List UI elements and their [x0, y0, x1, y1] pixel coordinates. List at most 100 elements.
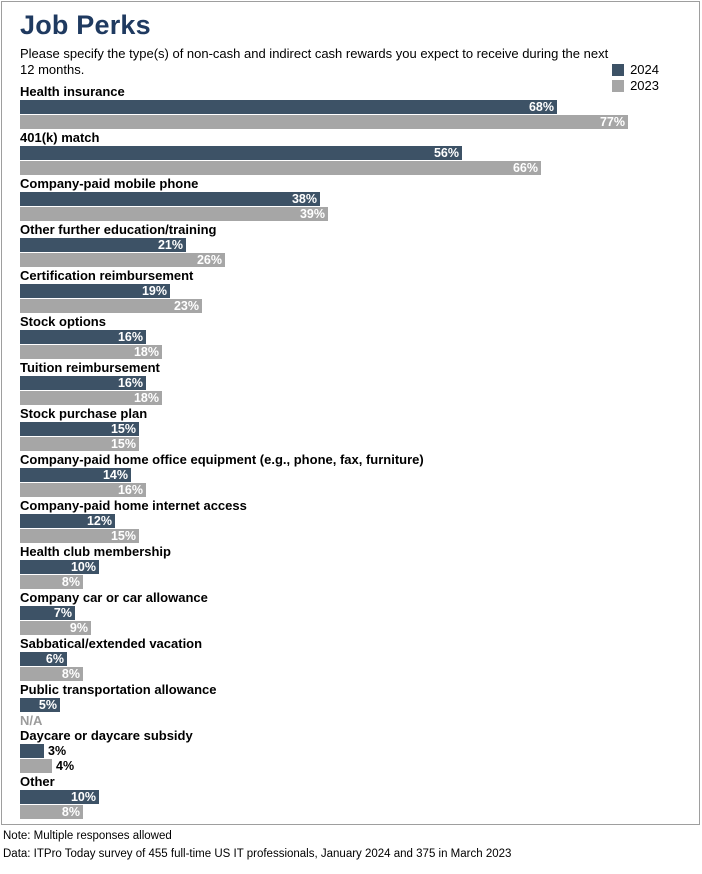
bar-row-2024: 15%: [20, 422, 681, 436]
value-label: 7%: [53, 606, 72, 620]
bar-2024: 6%: [20, 652, 67, 666]
bar-group: Other further education/training 21% 26%: [20, 222, 681, 267]
bar-2024: 7%: [20, 606, 75, 620]
value-label: 8%: [61, 805, 80, 819]
value-label: 19%: [141, 284, 167, 298]
value-label: 10%: [70, 560, 96, 574]
bar-2024: 10%: [20, 560, 99, 574]
bar-group: Company car or car allowance 7% 9%: [20, 590, 681, 635]
bar-2023: [20, 759, 52, 773]
bar-row-2023: 39%: [20, 207, 681, 221]
value-label: 5%: [38, 698, 57, 712]
category-label: Daycare or daycare subsidy: [20, 728, 193, 743]
category-label: Stock purchase plan: [20, 406, 148, 421]
na-label: N/A: [20, 712, 43, 728]
value-label: 3%: [48, 744, 67, 758]
bar-row-2023: 4%: [20, 759, 681, 773]
bar-2023: 8%: [20, 805, 83, 819]
bar-row-2023: 77%: [20, 115, 681, 129]
value-label: 38%: [291, 192, 317, 206]
bar-group: Other 10% 8%: [20, 774, 681, 819]
bar-row-2023: 8%: [20, 575, 681, 589]
bar-row-2023: 18%: [20, 391, 681, 405]
category-label: Tuition reimbursement: [20, 360, 160, 375]
value-label: 9%: [69, 621, 88, 635]
value-label: 26%: [196, 253, 222, 267]
bar-row-2024: 19%: [20, 284, 681, 298]
value-label: 39%: [299, 207, 325, 221]
bar-2023: 8%: [20, 575, 83, 589]
value-label: 21%: [157, 238, 183, 252]
bar-group: Sabbatical/extended vacation 6% 8%: [20, 636, 681, 681]
bar-row-2023: 18%: [20, 345, 681, 359]
legend-item-2023: 2023: [612, 78, 659, 93]
bar-row-2023: N/A: [20, 712, 681, 728]
bar-row-2024: 14%: [20, 468, 681, 482]
bar-row-2023: 8%: [20, 667, 681, 681]
category-label: Health club membership: [20, 544, 171, 559]
bar-2023: 15%: [20, 529, 139, 543]
value-label: 68%: [528, 100, 554, 114]
bar-row-2023: 15%: [20, 437, 681, 451]
bar-2023: 9%: [20, 621, 91, 635]
bar-row-2024: 21%: [20, 238, 681, 252]
category-label: Company car or car allowance: [20, 590, 208, 605]
bar-2024: 38%: [20, 192, 320, 206]
legend-swatch-2024: [612, 63, 625, 76]
bar-2024: 10%: [20, 790, 99, 804]
value-label: 15%: [110, 422, 136, 436]
value-label: 8%: [61, 575, 80, 589]
value-label: 8%: [61, 667, 80, 681]
category-label: Company-paid home office equipment (e.g.…: [20, 452, 424, 467]
category-label: Sabbatical/extended vacation: [20, 636, 203, 651]
value-label: 66%: [512, 161, 538, 175]
bar-2024: 5%: [20, 698, 60, 712]
bar-group: Tuition reimbursement 16% 18%: [20, 360, 681, 405]
bar-2023: 23%: [20, 299, 202, 313]
value-label: 15%: [110, 437, 136, 451]
category-label: Other further education/training: [20, 222, 217, 237]
bar-row-2024: 7%: [20, 606, 681, 620]
bar-2023: 18%: [20, 345, 162, 359]
bar-group: Company-paid home office equipment (e.g.…: [20, 452, 681, 497]
footnote: Note: Multiple responses allowed: [3, 830, 172, 842]
bar-row-2024: 16%: [20, 376, 681, 390]
legend-label-2023: 2023: [630, 78, 659, 93]
bar-group: 401(k) match 56% 66%: [20, 130, 681, 175]
category-label: Certification reimbursement: [20, 268, 194, 283]
bar-row-2023: 16%: [20, 483, 681, 497]
value-label: 56%: [433, 146, 459, 160]
bar-row-2023: 15%: [20, 529, 681, 543]
bar-2023: 26%: [20, 253, 225, 267]
bar-group: Health club membership 10% 8%: [20, 544, 681, 589]
bar-row-2024: 16%: [20, 330, 681, 344]
bar-2023: 8%: [20, 667, 83, 681]
category-label: Company-paid home internet access: [20, 498, 247, 513]
bar-2024: 12%: [20, 514, 115, 528]
bar-2024: 56%: [20, 146, 462, 160]
value-label: 4%: [56, 759, 75, 773]
legend-item-2024: 2024: [612, 62, 659, 77]
bar-row-2024: 38%: [20, 192, 681, 206]
category-label: Stock options: [20, 314, 106, 329]
bar-row-2023: 9%: [20, 621, 681, 635]
bar-group: Company-paid home internet access 12% 15%: [20, 498, 681, 543]
bar-row-2023: 8%: [20, 805, 681, 819]
value-label: 77%: [599, 115, 625, 129]
bar-group: Stock options 16% 18%: [20, 314, 681, 359]
bar-2024: 15%: [20, 422, 139, 436]
value-label: 15%: [110, 529, 136, 543]
category-label: 401(k) match: [20, 130, 100, 145]
bar-row-2023: 26%: [20, 253, 681, 267]
category-label: Health insurance: [20, 84, 125, 99]
bar-group: Daycare or daycare subsidy 3% 4%: [20, 728, 681, 773]
bar-row-2024: 10%: [20, 790, 681, 804]
value-label: 18%: [133, 345, 159, 359]
value-label: 18%: [133, 391, 159, 405]
bar-row-2024: 6%: [20, 652, 681, 666]
bar-group: Health insurance 68% 77%: [20, 84, 681, 129]
chart-title: Job Perks: [20, 10, 151, 40]
bar-2023: 39%: [20, 207, 328, 221]
bar-row-2024: 10%: [20, 560, 681, 574]
bar-2024: [20, 744, 44, 758]
